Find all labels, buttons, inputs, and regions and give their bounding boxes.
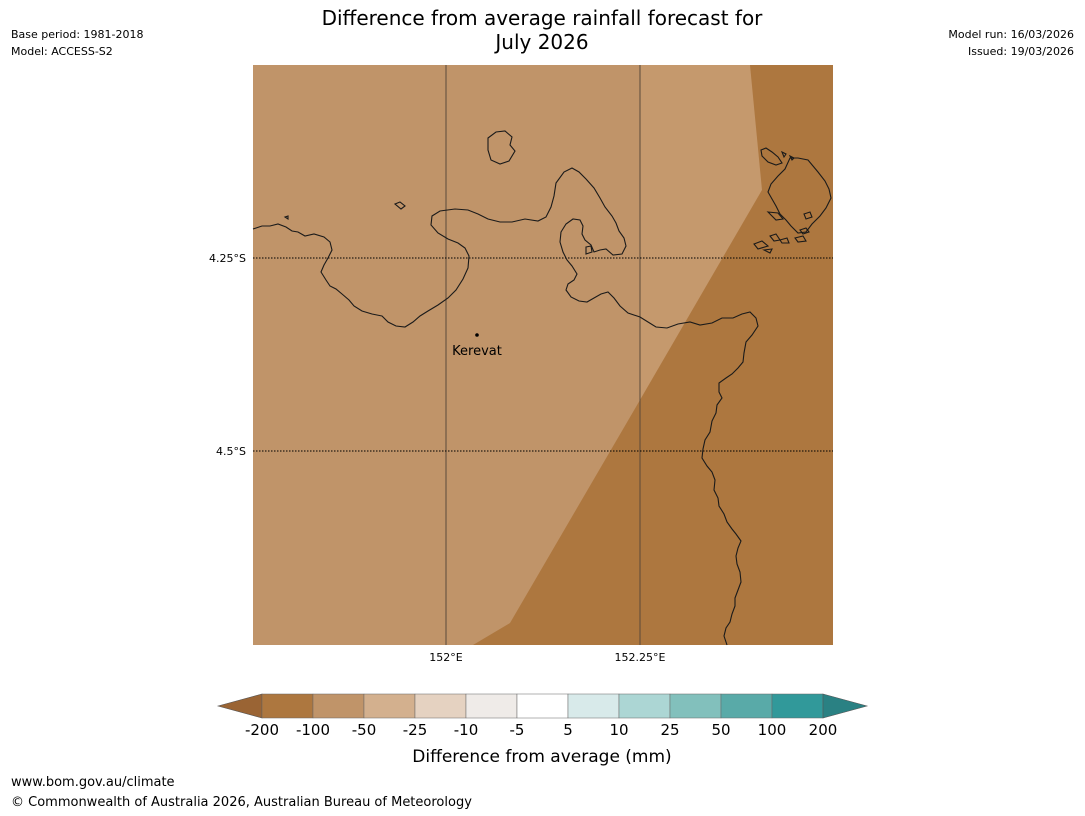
- lat-label-4-5: 4.5°S: [216, 445, 246, 458]
- colorbar-cell: [363, 693, 416, 719]
- colorbar-cell: [465, 693, 518, 719]
- title-line-2: July 2026: [495, 30, 589, 54]
- colorbar-cell: [771, 693, 824, 719]
- colorbar-tick-label: 25: [660, 721, 679, 739]
- colorbar: -200 -100 -50 -25 -10 -5 5 10 25 50 100 200 Differe…: [216, 693, 869, 767]
- colorbar-tick-label: -10: [454, 721, 479, 739]
- colorbar-tick-label: 50: [711, 721, 730, 739]
- kerevat-label: Kerevat: [452, 344, 502, 359]
- graticule: [253, 65, 833, 645]
- colorbar-tick-label: 10: [609, 721, 628, 739]
- colorbar-tick-label: -5: [510, 721, 525, 739]
- meta-right: Model run: 16/03/2026 Issued: 19/03/2026: [948, 26, 1074, 60]
- footer-url[interactable]: www.bom.gov.au/climate: [11, 775, 175, 790]
- issued-date: Issued: 19/03/2026: [967, 45, 1074, 58]
- footer-copyright: © Commonwealth of Australia 2026, Austra…: [11, 795, 472, 810]
- colorbar-tick-label: 5: [563, 721, 573, 739]
- colorbar-extend-low: [216, 693, 263, 719]
- colorbar-extend-high: [822, 693, 869, 719]
- model-name: Model: ACCESS-S2: [11, 45, 113, 58]
- colorbar-tick-labels: -200 -100 -50 -25 -10 -5 5 10 25 50 100 200: [245, 721, 837, 739]
- zone-lighter: [640, 65, 762, 400]
- kerevat-marker: [475, 333, 479, 337]
- zone-dark: [473, 65, 833, 645]
- colorbar-cell: [312, 693, 365, 719]
- colorbar-tick-label: 200: [809, 721, 838, 739]
- chart-title: Difference from average rainfall forecas…: [242, 6, 842, 54]
- colorbar-tick-label: -100: [296, 721, 330, 739]
- model-run: Model run: 16/03/2026: [948, 28, 1074, 41]
- colorbar-cell: [516, 693, 569, 719]
- colorbar-tick-label: -25: [403, 721, 428, 739]
- colorbar-tick-label: -50: [352, 721, 377, 739]
- colorbar-cell: [720, 693, 773, 719]
- colorbar-cell: [261, 693, 314, 719]
- colorbar-cell: [567, 693, 620, 719]
- lon-label-152-25: 152.25°E: [615, 651, 666, 664]
- base-period: Base period: 1981-2018: [11, 28, 144, 41]
- colorbar-cells: [261, 693, 824, 719]
- colorbar-cell: [669, 693, 722, 719]
- colorbar-cell: [414, 693, 467, 719]
- lat-label-4-25: 4.25°S: [209, 252, 246, 265]
- coastline: [252, 130, 832, 646]
- title-line-1: Difference from average rainfall forecas…: [321, 6, 763, 30]
- colorbar-tick-label: 100: [758, 721, 787, 739]
- map-panel: [253, 65, 833, 645]
- lon-label-152: 152°E: [429, 651, 462, 664]
- colorbar-cell: [618, 693, 671, 719]
- meta-left: Base period: 1981-2018 Model: ACCESS-S2: [11, 26, 143, 60]
- colorbar-tick-label: -200: [245, 721, 279, 739]
- colorbar-label: Difference from average (mm): [412, 747, 671, 767]
